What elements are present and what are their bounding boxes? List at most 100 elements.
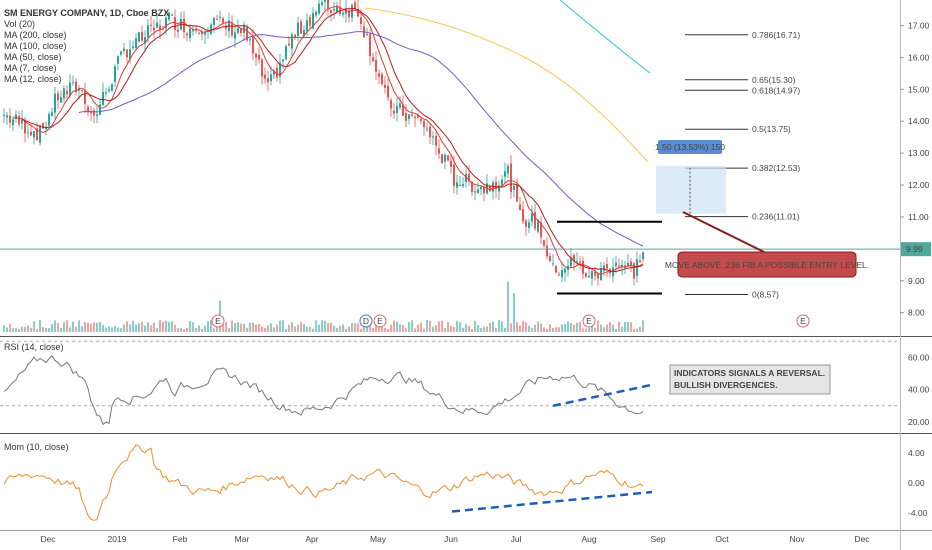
volume-bar bbox=[132, 320, 134, 332]
volume-bar bbox=[81, 326, 83, 332]
candle-body bbox=[357, 8, 359, 17]
candle-body bbox=[450, 160, 452, 167]
volume-bar bbox=[177, 328, 179, 332]
indicators-text-2: BULLISH DIVERGENCES. bbox=[674, 380, 777, 390]
candle-body bbox=[30, 131, 32, 136]
volume-bar bbox=[438, 321, 440, 332]
volume-bar bbox=[354, 323, 356, 332]
volume-bar bbox=[27, 325, 29, 332]
candle-body bbox=[354, 2, 356, 9]
volume-bar bbox=[300, 322, 302, 332]
volume-bar bbox=[147, 322, 149, 332]
volume-bar bbox=[165, 320, 167, 332]
candle-body bbox=[528, 222, 530, 229]
volume-bar bbox=[117, 327, 119, 332]
volume-bar bbox=[558, 327, 560, 332]
volume-bar bbox=[609, 322, 611, 332]
volume-bar bbox=[327, 322, 329, 332]
candle-body bbox=[558, 274, 560, 276]
time-axis-label: Dec bbox=[854, 534, 870, 544]
candle-body bbox=[606, 263, 608, 269]
main-legend: SM ENERGY COMPANY, 1D, Cboe BZX Vol (20)… bbox=[4, 8, 169, 85]
legend-ma7: MA (7, close) bbox=[4, 63, 57, 73]
candle-body bbox=[597, 273, 599, 279]
candle-body bbox=[471, 181, 473, 193]
volume-bar bbox=[462, 327, 464, 332]
volume-bar bbox=[456, 320, 458, 332]
candle-body bbox=[498, 185, 500, 192]
volume-bar bbox=[591, 323, 593, 332]
volume-bar bbox=[546, 328, 548, 332]
candle-body bbox=[186, 33, 188, 36]
volume-bar bbox=[156, 328, 158, 332]
candle-body bbox=[465, 174, 467, 183]
candle-body bbox=[117, 56, 119, 64]
volume-bar bbox=[408, 322, 410, 332]
candle-body bbox=[24, 119, 26, 134]
candle-body bbox=[249, 39, 251, 41]
earnings-marker-label: E bbox=[800, 316, 806, 326]
volume-bar bbox=[495, 328, 497, 332]
candle-body bbox=[432, 136, 434, 138]
candle-body bbox=[105, 92, 107, 94]
candle-body bbox=[150, 24, 152, 26]
candle-body bbox=[345, 8, 347, 14]
volume-bar bbox=[447, 322, 449, 332]
candle-body bbox=[219, 16, 221, 18]
price-tick-label: 14.00 bbox=[908, 116, 930, 126]
candle-body bbox=[501, 179, 503, 186]
candle-body bbox=[129, 49, 131, 60]
volume-bar bbox=[237, 322, 239, 332]
candle-body bbox=[372, 57, 374, 62]
measure-box bbox=[656, 165, 726, 214]
candle-body bbox=[348, 11, 350, 18]
volume-bar bbox=[342, 324, 344, 332]
candle-body bbox=[120, 51, 122, 55]
candle-body bbox=[111, 84, 113, 91]
candle-body bbox=[462, 184, 464, 187]
candle-body bbox=[327, 0, 329, 9]
candle-body bbox=[138, 32, 140, 42]
measure-label: 1.50 (13.53%) 150 bbox=[655, 142, 725, 152]
volume-bar bbox=[24, 326, 26, 332]
candle-body bbox=[621, 264, 623, 267]
candle-body bbox=[330, 9, 332, 14]
volume-bar bbox=[642, 320, 644, 332]
candle-body bbox=[300, 21, 302, 34]
volume-bar bbox=[45, 327, 47, 332]
time-axis-label: Mar bbox=[235, 534, 250, 544]
volume-bar bbox=[66, 320, 68, 332]
volume-bar bbox=[426, 320, 428, 332]
candle-body bbox=[75, 81, 77, 93]
volume-bar bbox=[192, 322, 194, 332]
volume-bar bbox=[360, 328, 362, 332]
volume-bar bbox=[63, 322, 65, 332]
volume-bar bbox=[96, 322, 98, 332]
price-tick-label: 15.00 bbox=[908, 84, 930, 94]
volume-bar bbox=[270, 323, 272, 332]
volume-bar bbox=[339, 325, 341, 332]
volume-bar bbox=[276, 324, 278, 332]
volume-bar bbox=[519, 325, 521, 332]
volume-bar bbox=[444, 328, 446, 332]
volume-bar bbox=[510, 323, 512, 332]
candle-body bbox=[507, 165, 509, 174]
volume-bar bbox=[318, 324, 320, 332]
volume-bar bbox=[309, 326, 311, 332]
volume-bar bbox=[525, 322, 527, 332]
volume-bar bbox=[537, 321, 539, 332]
indicators-text-1: INDICATORS SIGNALS A REVERSAL. bbox=[674, 368, 825, 378]
volume-bar bbox=[441, 320, 443, 332]
candle-body bbox=[417, 115, 419, 118]
candle-body bbox=[642, 252, 644, 260]
volume-bar bbox=[291, 322, 293, 332]
volume-bar bbox=[3, 325, 5, 332]
candle-body bbox=[519, 204, 521, 210]
candle-body bbox=[585, 273, 587, 277]
volume-bar bbox=[381, 325, 383, 332]
time-axis-label: Jul bbox=[511, 534, 522, 544]
fib-label: 0.618(14.97) bbox=[752, 85, 800, 95]
candle-body bbox=[369, 34, 371, 57]
candle-body bbox=[303, 29, 305, 36]
candle-body bbox=[171, 14, 173, 16]
